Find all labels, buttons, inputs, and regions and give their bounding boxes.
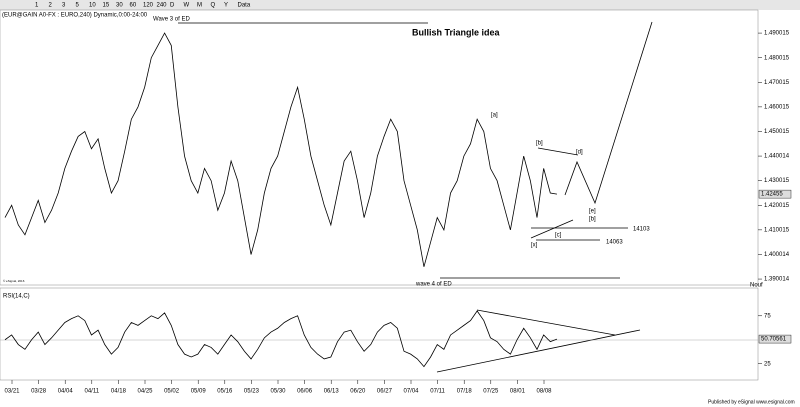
annotation: [x] (531, 243, 538, 249)
y-tick-label: 1.450015 (764, 129, 790, 135)
rsi-label: RSI(14,C) (3, 294, 30, 300)
x-tick-label: 04/04 (58, 389, 74, 395)
annotation: wave 4 of ED (415, 282, 452, 288)
annotation: 14063 (606, 240, 623, 246)
toolbar-button[interactable]: Y (224, 3, 228, 9)
toolbar-button[interactable]: 2 (49, 3, 53, 9)
annotation: Nouf (750, 283, 763, 289)
toolbar-button[interactable]: 120 (143, 3, 154, 9)
toolbar-button[interactable]: 3 (62, 3, 66, 9)
series-line (4, 310, 558, 368)
annotation: [a] (491, 113, 498, 119)
last-value-box (758, 334, 792, 344)
toolbar (0, 0, 800, 10)
y-tick-label: 1.480015 (764, 55, 790, 61)
toolbar-button[interactable]: 60 (130, 3, 137, 9)
y-tick-label: 1.390014 (764, 277, 790, 283)
x-tick-label: 05/23 (244, 389, 260, 395)
toolbar-button[interactable]: 10 (89, 3, 96, 9)
last-value-box (758, 189, 792, 199)
annotation: 14103 (633, 227, 650, 233)
toolbar-button[interactable]: 240 (157, 3, 168, 9)
x-tick-label: 05/02 (164, 389, 180, 395)
header: (EUR@GAIN A0-FX : EURO,240) Dynamic,0:00… (2, 13, 148, 19)
x-tick-label: 06/06 (297, 389, 313, 395)
x-tick-label: 06/13 (324, 389, 340, 395)
footer: Published by eSignal www.esignal.com (708, 399, 795, 405)
rsi-pane (0, 287, 759, 381)
toolbar-button[interactable]: Data (238, 3, 251, 9)
annotation: Wave 3 of ED (153, 17, 190, 23)
y-tick-label: 1.430015 (764, 178, 790, 184)
toolbar-button[interactable]: M (197, 3, 202, 9)
y-tick-label: 1.460015 (764, 104, 790, 110)
x-tick-label: 03/21 (4, 389, 20, 395)
series-line (4, 32, 558, 267)
x-tick-label: 03/28 (31, 389, 47, 395)
x-tick-label: 05/30 (270, 389, 286, 395)
toolbar-button[interactable]: 1 (35, 3, 39, 9)
y-tick-label: 1.490015 (764, 31, 790, 37)
toolbar-button[interactable]: W (184, 3, 190, 9)
x-tick-label: 07/04 (403, 389, 419, 395)
y-tick-label: 1.470015 (764, 80, 790, 86)
annotation: [c] (555, 233, 562, 239)
toolbar-button[interactable]: 15 (103, 3, 110, 9)
price-pane (0, 9, 759, 286)
annotation: Bullish Triangle idea (412, 27, 501, 37)
annotation: [e] (589, 209, 596, 215)
x-tick-label: 07/18 (457, 389, 473, 395)
x-tick-label: 07/25 (483, 389, 499, 395)
toolbar-button[interactable]: D (170, 3, 175, 9)
toolbar-button[interactable]: 30 (116, 3, 123, 9)
annotation: [d] (576, 150, 583, 156)
x-tick-label: 04/18 (111, 389, 127, 395)
last-value-label: 50.70561 (761, 337, 787, 343)
x-tick-label: 08/01 (510, 389, 526, 395)
annotation: [b] (589, 217, 596, 223)
x-tick-label: 04/11 (85, 389, 100, 395)
copyright: © eSignal, 2016 (3, 279, 25, 283)
x-tick-label: 05/09 (191, 389, 207, 395)
y-tick-label: 1.420015 (764, 203, 790, 209)
x-tick-label: 04/25 (137, 389, 153, 395)
drawings (0, 21, 758, 373)
x-tick-label: 06/27 (377, 389, 393, 395)
y-tick-label: 25 (764, 361, 771, 367)
x-tick-label: 05/16 (217, 389, 233, 395)
y-tick-label: 1.400014 (764, 252, 790, 258)
last-value-label: 1.42455 (761, 192, 783, 198)
x-tick-label: 08/08 (536, 389, 552, 395)
y-tick-label: 1.440014 (764, 154, 790, 160)
y-tick-label: 1.410015 (764, 227, 790, 233)
annotation: [b] (536, 141, 543, 147)
y-tick-label: 75 (764, 313, 771, 319)
annotations: Wave 3 of ED Bullish Triangle idea [a] [… (153, 17, 763, 289)
toolbar-button[interactable]: Q (211, 3, 216, 9)
toolbar-button[interactable]: 5 (76, 3, 80, 9)
x-tick-label: 07/11 (430, 389, 445, 395)
x-tick-label: 06/20 (350, 389, 366, 395)
